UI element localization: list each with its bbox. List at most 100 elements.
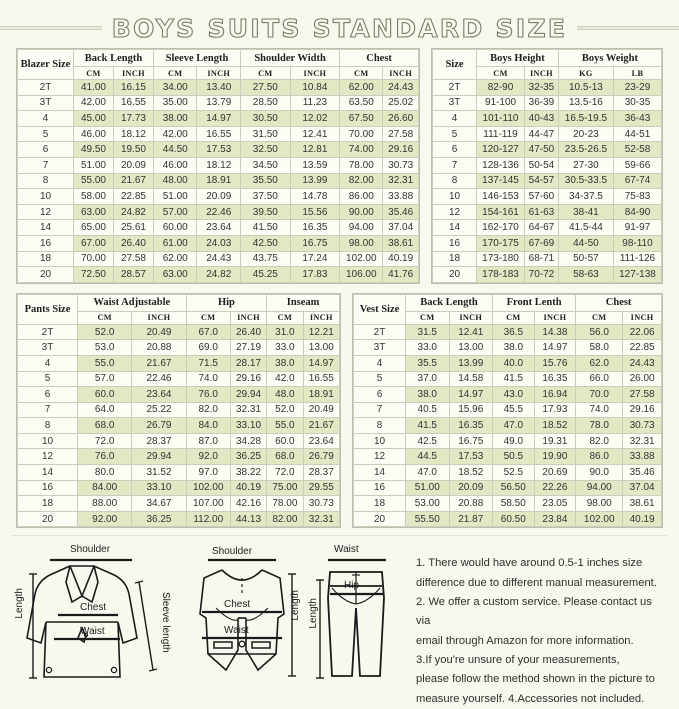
unit-header: CM bbox=[492, 310, 535, 325]
measure-cell: 18.91 bbox=[302, 386, 341, 403]
measure-cell: 25.02 bbox=[382, 94, 419, 112]
measure-cell: 23.05 bbox=[533, 495, 577, 512]
bottom-panel: Shoulder Chest Waist Length Sleeve lengt… bbox=[0, 536, 679, 708]
measure-cell: 33.0 bbox=[266, 339, 304, 356]
measure-cell: 12.02 bbox=[289, 110, 341, 127]
unit-header: CM bbox=[185, 310, 231, 325]
table-row: 5 57.0 22.46 74.0 29.16 42.0 16.55 bbox=[17, 370, 341, 388]
measure-cell: 21.67 bbox=[302, 417, 341, 434]
measure-cell: 51.00 bbox=[73, 156, 114, 174]
measure-cell: 46.00 bbox=[73, 125, 114, 143]
measure-cell: 42.0 bbox=[266, 370, 304, 388]
measure-cell: 36.25 bbox=[131, 510, 187, 528]
measure-cell: 33.88 bbox=[382, 188, 419, 205]
measure-cell: 32.31 bbox=[382, 172, 419, 190]
measure-cell: 27.58 bbox=[382, 125, 419, 143]
size-cell: 10 bbox=[432, 188, 477, 205]
measure-cell: 22.46 bbox=[196, 203, 242, 221]
vest-length-label: Length bbox=[290, 590, 301, 622]
measure-cell: 44-51 bbox=[612, 125, 663, 143]
title-rule-left bbox=[0, 26, 102, 30]
size-cell: 2T bbox=[17, 79, 74, 96]
table-row: 18 173-180 68-71 50-57 111-126 bbox=[432, 250, 663, 268]
measure-cell: 14.78 bbox=[289, 188, 341, 205]
table-row: 5 111-119 44-47 20-23 44-51 bbox=[432, 125, 663, 143]
measure-cell: 75-83 bbox=[612, 188, 663, 205]
measure-cell: 58.00 bbox=[73, 188, 114, 205]
measure-cell: 78.0 bbox=[575, 417, 624, 434]
measure-cell: 14.38 bbox=[533, 323, 577, 341]
measure-cell: 40.19 bbox=[622, 510, 662, 528]
measure-cell: 24.43 bbox=[196, 250, 242, 268]
table-row: 10 72.0 28.37 87.0 34.28 60.0 23.64 bbox=[17, 432, 341, 450]
measure-cell: 90.00 bbox=[339, 203, 384, 221]
measure-cell: 82.00 bbox=[339, 172, 384, 190]
measure-cell: 40-43 bbox=[524, 110, 559, 127]
group-header: Sleeve Length bbox=[152, 49, 242, 67]
measure-cell: 52.0 bbox=[76, 323, 133, 341]
measure-cell: 22.85 bbox=[622, 339, 662, 356]
measure-cell: 55.0 bbox=[266, 417, 304, 434]
measure-cell: 13.99 bbox=[448, 354, 493, 372]
measure-cell: 137-145 bbox=[475, 172, 526, 190]
measure-cell: 43.0 bbox=[492, 386, 535, 403]
measure-cell: 178-183 bbox=[475, 266, 526, 283]
measure-cell: 84.0 bbox=[185, 417, 231, 434]
unit-header: INCH bbox=[448, 310, 493, 325]
measure-cell: 17.24 bbox=[289, 250, 341, 268]
measure-cell: 16.35 bbox=[533, 370, 577, 388]
measure-cell: 26.40 bbox=[112, 234, 154, 252]
note-line: please follow the method shown in the pi… bbox=[416, 673, 655, 686]
measure-cell: 50.5 bbox=[492, 448, 535, 466]
unit-header: INCH bbox=[229, 310, 268, 325]
measure-cell: 37.50 bbox=[240, 188, 291, 205]
blazer-length-label: Length bbox=[14, 588, 25, 620]
measure-cell: 43.75 bbox=[240, 250, 291, 268]
measure-cell: 101-110 bbox=[475, 110, 526, 127]
measure-cell: 15.76 bbox=[533, 354, 577, 372]
size-cell: 6 bbox=[17, 386, 78, 403]
measure-cell: 76.0 bbox=[76, 448, 133, 466]
measure-cell: 16.55 bbox=[302, 370, 341, 388]
body-size-table: Size Boys Height Boys Weight CM INCH KG LB 2T 82… bbox=[431, 48, 663, 284]
size-cell: 6 bbox=[432, 141, 477, 158]
measure-cell: 45.25 bbox=[240, 266, 291, 283]
size-cell: 2T bbox=[17, 323, 78, 341]
measure-cell: 52.0 bbox=[266, 401, 304, 419]
measure-cell: 40.5 bbox=[405, 401, 450, 419]
measure-cell: 19.50 bbox=[112, 141, 154, 158]
measure-cell: 27.50 bbox=[240, 79, 291, 96]
note-line: difference due to different manual measu… bbox=[416, 576, 657, 589]
measure-cell: 13.5-16 bbox=[557, 94, 614, 112]
unit-header: INCH bbox=[524, 66, 559, 80]
measure-cell: 35.50 bbox=[240, 172, 291, 190]
measure-cell: 34.50 bbox=[240, 156, 291, 174]
size-column-header: Pants Size bbox=[17, 293, 78, 325]
measure-cell: 34-37.5 bbox=[557, 188, 614, 205]
measure-cell: 41.5-44 bbox=[557, 219, 614, 236]
measure-cell: 62.00 bbox=[152, 250, 198, 268]
table-row: 18 70.00 27.58 62.00 24.43 43.75 17.24 102.00 40… bbox=[17, 250, 419, 268]
size-cell: 16 bbox=[17, 479, 78, 497]
measure-cell: 111-119 bbox=[475, 125, 526, 143]
measure-cell: 58.0 bbox=[575, 339, 624, 356]
measure-cell: 24.43 bbox=[622, 354, 662, 372]
measure-cell: 17.83 bbox=[289, 266, 341, 283]
measure-cell: 55.0 bbox=[76, 354, 133, 372]
measure-cell: 70-72 bbox=[524, 266, 559, 283]
measure-cell: 26.40 bbox=[229, 323, 268, 341]
table-row: 4 101-110 40-43 16.5-19.5 36-43 bbox=[432, 110, 663, 127]
table-row: 16 51.00 20.09 56.50 22.26 94.00 37.04 bbox=[353, 479, 662, 497]
measure-cell: 21.67 bbox=[131, 354, 187, 372]
size-cell: 5 bbox=[353, 370, 406, 388]
measure-cell: 47.0 bbox=[492, 417, 535, 434]
vest-waist-label: Waist bbox=[224, 625, 249, 637]
measure-cell: 29.16 bbox=[382, 141, 419, 158]
measure-cell: 25.22 bbox=[131, 401, 187, 419]
measure-cell: 74.00 bbox=[339, 141, 384, 158]
measure-cell: 55.00 bbox=[73, 172, 114, 190]
table-row: 7 40.5 15.96 45.5 17.93 74.0 29.16 bbox=[353, 401, 662, 419]
measure-cell: 16.35 bbox=[448, 417, 493, 434]
measure-cell: 54-57 bbox=[524, 172, 559, 190]
measure-cell: 38.22 bbox=[229, 464, 268, 481]
